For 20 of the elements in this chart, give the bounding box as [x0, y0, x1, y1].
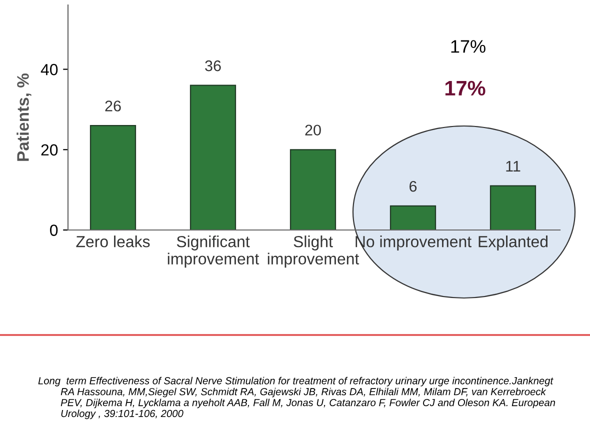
data-label: 36 [205, 60, 221, 72]
x-tick-label: Significant improvement [168, 236, 260, 268]
annotation: 17% [445, 80, 486, 96]
data-label: 20 [305, 124, 321, 136]
x-tick-label: Zero leaks [76, 236, 150, 248]
bar [290, 149, 336, 230]
y-tick-label: 0 [50, 224, 58, 236]
annotation: 17% [451, 40, 486, 53]
bar [490, 185, 536, 230]
y-axis-title: Patients, % [16, 73, 32, 161]
data-label: 11 [506, 161, 520, 172]
data-label: 26 [105, 100, 121, 112]
bar [190, 84, 236, 230]
bar [390, 205, 436, 230]
y-tick-label: 20 [41, 144, 58, 156]
bar [90, 124, 136, 230]
x-tick-label: Explanted [478, 236, 548, 250]
data-label: 6 [410, 180, 417, 192]
text: Long term Effectiveness of Sacral Nerve Stimulation for treatment of refractory urinary urge incontinence.Janknegt RA Hassouna, MM,Siegel SW, Schmidt RA, Gajewski JB, Rivas DA, Elhilali MM, Milam DF, van Kerrebroeck PEV, Dijkema H, Lycklama a nyeholt AAB, Fall M, Jonas U, Catanzaro F, Fowler CJ and Oleson KA. European Urology , 39:101-106, 2000 [38, 376, 556, 420]
y-tick-label: 40 [40, 64, 58, 76]
